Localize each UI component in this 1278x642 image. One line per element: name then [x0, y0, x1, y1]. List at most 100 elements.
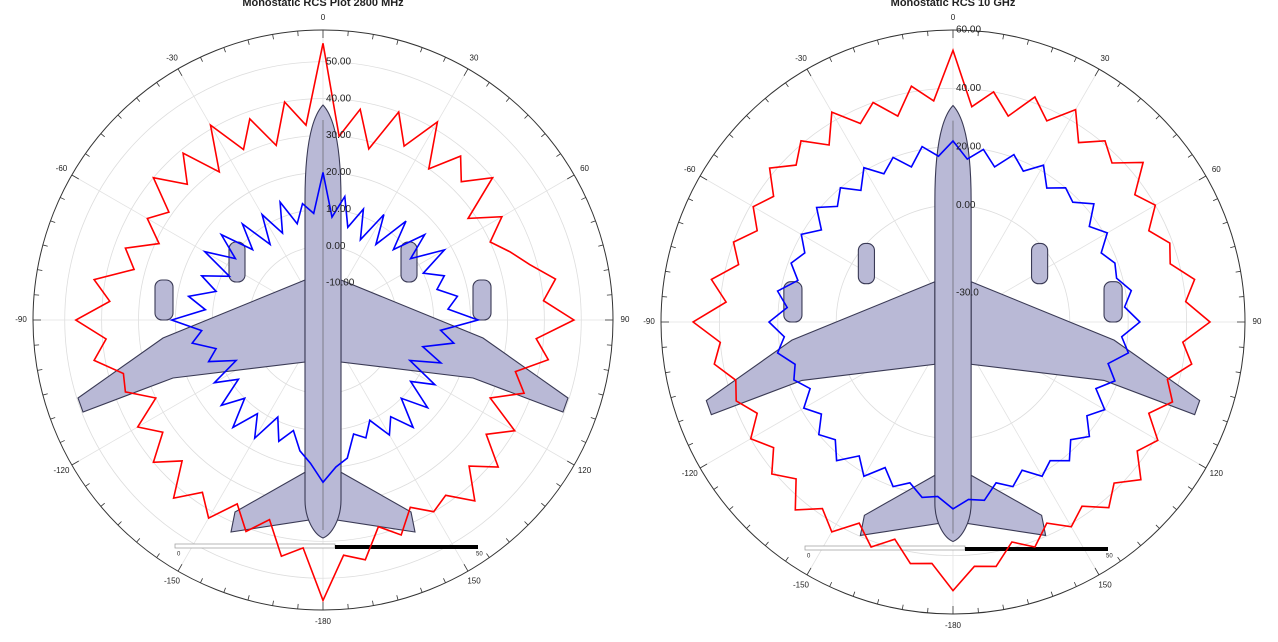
angle-label: -180	[315, 617, 332, 626]
angle-minor-tick	[1026, 599, 1029, 605]
angle-label: 0	[321, 13, 326, 22]
angle-minor-tick	[200, 57, 203, 62]
angle-minor-tick	[713, 154, 719, 158]
angle-minor-tick	[1230, 246, 1236, 249]
angle-minor-tick	[223, 47, 226, 53]
r-tick-label: 40.00	[326, 93, 351, 104]
angle-minor-tick	[71, 460, 79, 466]
angle-minor-tick	[1198, 463, 1207, 469]
angle-minor-tick	[200, 578, 203, 583]
angle-minor-tick	[729, 506, 734, 511]
polar-chart: Monostatic RCS Plot 2800 MHz 0 30 60 90 120 15…	[15, 0, 630, 626]
angle-minor-tick	[71, 174, 79, 180]
angle-label: 120	[1210, 469, 1224, 478]
angle-minor-tick	[1002, 34, 1005, 40]
angle-minor-tick	[177, 68, 183, 76]
outer-circle	[660, 29, 1246, 615]
angle-minor-tick	[247, 39, 250, 45]
angle-minor-tick	[785, 556, 789, 562]
angle-label: -150	[793, 580, 810, 589]
angle-minor-tick	[1155, 524, 1160, 529]
scale-bar-start: 0	[177, 552, 181, 558]
angle-minor-tick	[590, 417, 596, 420]
angle-minor-tick	[247, 595, 250, 601]
angle-minor-tick	[272, 34, 274, 40]
angle-minor-tick	[396, 39, 399, 45]
angle-minor-tick	[42, 244, 48, 247]
angle-minor-tick	[1235, 371, 1241, 374]
angle-minor-tick	[37, 269, 43, 271]
angle-minor-tick	[486, 553, 490, 558]
angle-minor-tick	[463, 564, 469, 572]
angle-minor-tick	[117, 521, 122, 526]
angle-minor-tick	[785, 82, 789, 88]
angle-label: 150	[467, 577, 481, 586]
r-tick-label: -30.0	[956, 287, 979, 298]
angle-minor-tick	[670, 395, 676, 398]
angle-label: -150	[164, 577, 181, 586]
angle-minor-tick	[852, 47, 856, 53]
angle-minor-tick	[443, 57, 446, 62]
chart-title: Monostatic RCS 10 GHz	[891, 0, 1016, 9]
angle-minor-tick	[806, 68, 812, 77]
r-tick-label: -10.00	[326, 278, 355, 289]
angle-minor-tick	[746, 115, 751, 120]
angle-minor-tick	[901, 34, 904, 40]
angle-label: 90	[1253, 317, 1262, 326]
angle-minor-tick	[1137, 541, 1142, 546]
r-tick-label: 50.00	[326, 56, 351, 67]
outer-circle	[32, 29, 614, 611]
angle-minor-tick	[678, 419, 684, 423]
scale-bar-light	[804, 545, 966, 551]
r-tick-label: 0.00	[956, 200, 976, 211]
angle-minor-tick	[541, 502, 546, 507]
angle-minor-tick	[1050, 47, 1054, 53]
angle-minor-tick	[117, 114, 122, 119]
angle-minor-tick	[699, 463, 708, 469]
angle-minor-tick	[764, 98, 769, 103]
r-tick-label: 60.00	[956, 25, 981, 36]
angle-minor-tick	[396, 595, 399, 601]
angle-label: 60	[580, 164, 589, 173]
angle-minor-tick	[1212, 442, 1218, 446]
angle-minor-tick	[699, 175, 708, 181]
grid-spoke	[952, 68, 1100, 323]
angle-minor-tick	[156, 82, 160, 87]
polar-chart: Monostatic RCS 10 GHz 0 30 60 90 120 150 -180 -1…	[643, 0, 1262, 630]
angle-label: 150	[1098, 580, 1112, 589]
scale-bar-end: 50	[1106, 554, 1113, 560]
angle-minor-tick	[223, 587, 226, 593]
angle-minor-tick	[581, 440, 586, 443]
angle-minor-tick	[829, 581, 833, 587]
angle-minor-tick	[524, 114, 529, 119]
angle-minor-tick	[443, 578, 446, 583]
scale-bar-light	[174, 543, 336, 549]
angle-minor-tick	[598, 244, 604, 247]
angle-minor-tick	[37, 369, 43, 371]
angle-minor-tick	[1172, 506, 1177, 511]
angle-minor-tick	[136, 538, 141, 543]
angle-minor-tick	[372, 34, 374, 40]
angle-minor-tick	[85, 483, 90, 487]
angle-label: -90	[643, 317, 655, 326]
angle-minor-tick	[1026, 39, 1029, 45]
angle-minor-tick	[1155, 115, 1160, 120]
angle-minor-tick	[1187, 154, 1193, 158]
angle-minor-tick	[1073, 581, 1077, 587]
angle-minor-tick	[463, 68, 469, 76]
angle-minor-tick	[729, 133, 734, 138]
angle-minor-tick	[556, 483, 561, 487]
angle-minor-tick	[156, 553, 160, 558]
angle-minor-tick	[420, 587, 423, 593]
angle-minor-tick	[505, 538, 510, 543]
angle-label: 0	[951, 13, 956, 22]
angle-minor-tick	[688, 442, 694, 446]
angle-minor-tick	[688, 198, 694, 202]
angle-minor-tick	[524, 521, 529, 526]
angle-minor-tick	[598, 393, 604, 396]
angle-minor-tick	[603, 369, 609, 371]
angle-minor-tick	[1002, 604, 1005, 610]
r-tick-label: 40.00	[956, 83, 981, 94]
angle-minor-tick	[541, 133, 546, 138]
